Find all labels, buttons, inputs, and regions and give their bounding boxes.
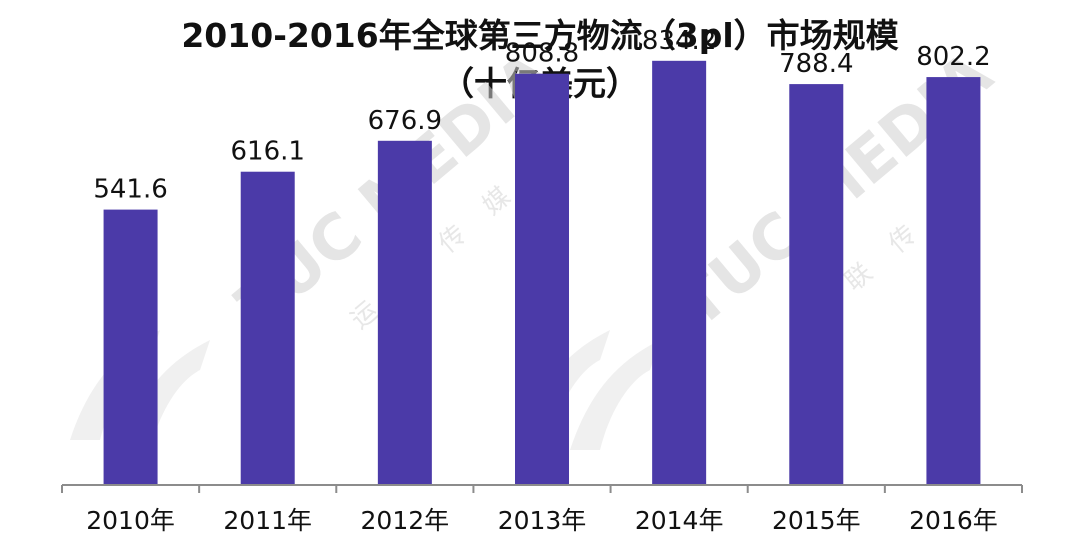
watermark-char: 传 xyxy=(433,220,472,260)
bar-2010年 xyxy=(103,209,158,485)
bar-2014年 xyxy=(652,60,707,486)
x-tick-label: 2016年 xyxy=(909,506,998,535)
bar-2012年 xyxy=(377,140,432,485)
x-tick-label: 2012年 xyxy=(361,506,450,535)
chart-title: 2010-2016年全球第三方物流（3pl）市场规模 xyxy=(181,16,899,55)
x-tick-label: 2013年 xyxy=(498,506,587,535)
data-label: 808.8 xyxy=(505,39,579,69)
x-tick-label: 2014年 xyxy=(635,506,724,535)
watermark-char: 传 xyxy=(883,220,922,260)
data-label: 788.4 xyxy=(779,49,853,79)
x-tick-label: 2015年 xyxy=(772,506,861,535)
data-label: 676.9 xyxy=(368,106,442,136)
data-label: 541.6 xyxy=(93,175,167,205)
x-tick-label: 2010年 xyxy=(86,506,175,535)
bar-2011年 xyxy=(240,171,295,486)
data-label: 802.2 xyxy=(916,42,990,72)
watermark-char: 媒 xyxy=(477,182,516,222)
data-label: 616.1 xyxy=(230,137,304,167)
data-label: 834.2 xyxy=(642,26,716,56)
bar-2015年 xyxy=(789,84,844,485)
watermark-char: 联 xyxy=(839,258,878,298)
x-tick-label: 2011年 xyxy=(223,506,312,535)
bar-2013年 xyxy=(515,73,569,486)
bar-2016年 xyxy=(926,77,981,485)
